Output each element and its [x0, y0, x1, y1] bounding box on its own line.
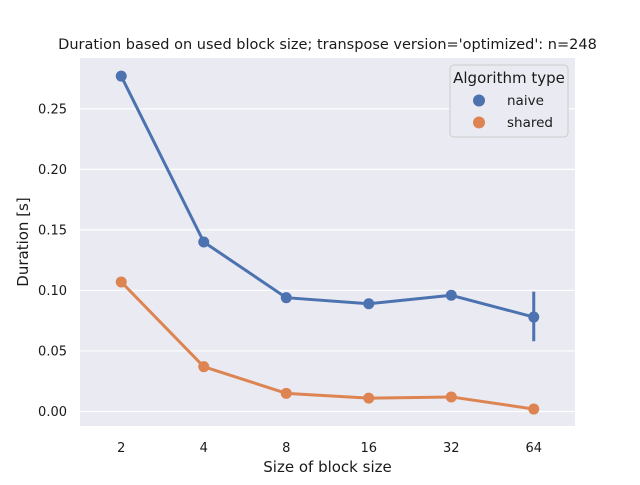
x-tick-label: 2: [117, 441, 125, 456]
chart-title: Duration based on used block size; trans…: [58, 37, 597, 53]
data-point: [115, 70, 127, 82]
data-point: [280, 292, 292, 304]
data-point: [363, 392, 375, 404]
data-point: [445, 391, 457, 403]
y-tick-label: 0.10: [38, 284, 67, 299]
data-point: [115, 276, 127, 288]
y-tick-label: 0.20: [38, 163, 67, 178]
series-line-shared: [120, 280, 534, 411]
data-point: [198, 361, 210, 373]
data-point: [528, 403, 540, 415]
x-tick-label: 16: [360, 441, 377, 456]
data-point: [528, 311, 540, 323]
series-naive: [115, 70, 540, 342]
x-tick-label: 32: [443, 441, 460, 456]
series-layer: [115, 70, 540, 415]
y-ticks: 0.00 0.05 0.10 0.15 0.20 0.25: [38, 102, 67, 420]
data-point: [363, 298, 375, 310]
legend-marker-naive: [473, 94, 485, 107]
legend-title: Algorithm type: [453, 69, 565, 87]
data-point: [280, 387, 292, 399]
legend-label-naive: naive: [507, 93, 544, 109]
legend: Algorithm type naive shared: [449, 64, 569, 138]
series-shared: [115, 276, 540, 415]
series-line-naive: [119, 75, 535, 319]
y-tick-label: 0.15: [38, 223, 67, 238]
y-tick-label: 0.25: [38, 102, 67, 117]
x-ticks: 2 4 8 16 32 64: [117, 441, 542, 456]
x-tick-label: 8: [282, 441, 290, 456]
y-axis-label: Duration [s]: [14, 197, 32, 286]
legend-marker-shared: [473, 116, 485, 129]
data-point: [445, 289, 457, 301]
x-tick-label: 64: [525, 441, 542, 456]
data-point: [198, 236, 210, 248]
y-tick-label: 0.05: [38, 344, 67, 359]
legend-label-shared: shared: [507, 115, 553, 131]
x-tick-label: 4: [200, 441, 208, 456]
x-axis-label: Size of block size: [263, 458, 391, 476]
y-tick-label: 0.00: [38, 405, 67, 420]
